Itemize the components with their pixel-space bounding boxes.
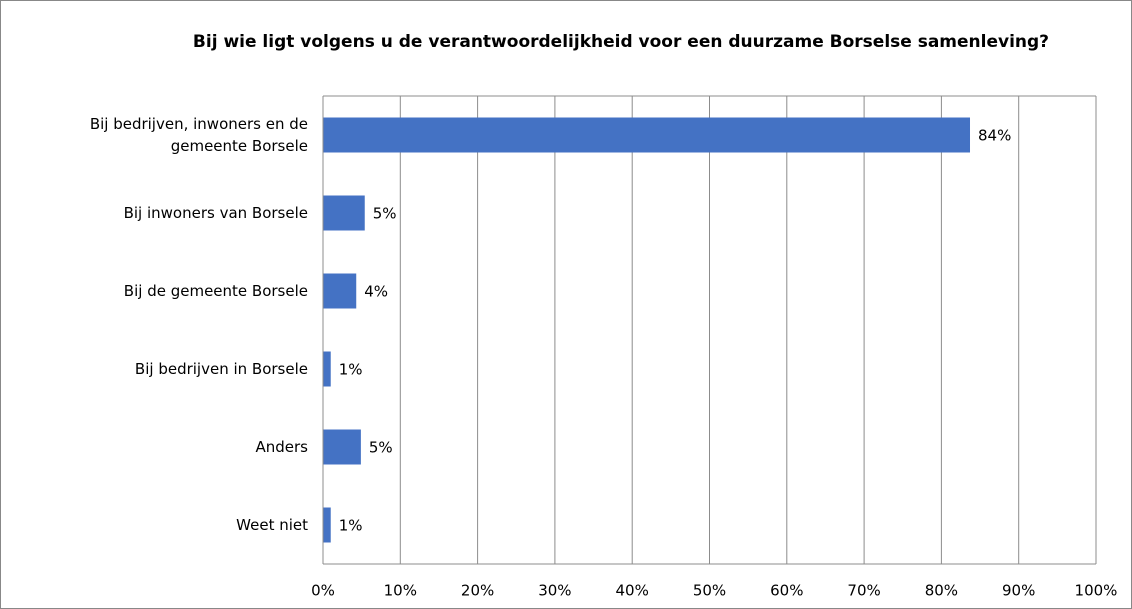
bar: [323, 429, 361, 465]
x-tick-label: 10%: [384, 582, 417, 600]
x-tick-label: 40%: [616, 582, 649, 600]
value-label: 4%: [364, 283, 388, 301]
value-label: 5%: [373, 205, 397, 223]
y-tick-label: Bij inwoners van Borsele: [123, 204, 308, 222]
y-tick-label: Bij bedrijven, inwoners en de gemeente B…: [89, 115, 308, 155]
x-tick-label: 90%: [1002, 582, 1035, 600]
value-label: 1%: [339, 361, 363, 379]
value-label: 1%: [339, 517, 363, 535]
y-tick-label: Weet niet: [236, 516, 308, 534]
y-tick-label: Anders: [255, 438, 309, 456]
x-tick-label: 100%: [1075, 582, 1118, 600]
value-label: 84%: [978, 127, 1011, 145]
y-tick-label: Bij de gemeente Borsele: [123, 282, 308, 300]
chart-title: Bij wie ligt volgens u de verantwoordeli…: [192, 32, 1050, 52]
bar: [323, 273, 357, 309]
bar: [323, 195, 365, 231]
x-tick-label: 50%: [693, 582, 726, 600]
x-tick-label: 60%: [770, 582, 803, 600]
bar: [323, 507, 331, 543]
x-tick-label: 0%: [311, 582, 335, 600]
y-tick-label: Bij bedrijven in Borsele: [134, 360, 308, 378]
bar: [323, 117, 971, 153]
x-tick-label: 30%: [538, 582, 571, 600]
bar: [323, 351, 331, 387]
x-tick-label: 70%: [847, 582, 880, 600]
x-tick-label: 20%: [461, 582, 494, 600]
x-tick-label: 80%: [925, 582, 958, 600]
value-label: 5%: [369, 439, 393, 457]
